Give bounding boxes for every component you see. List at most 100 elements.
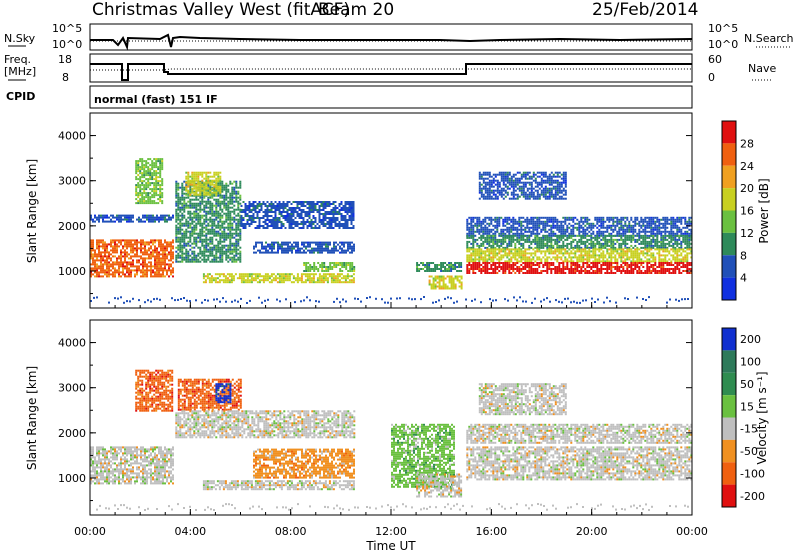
data-cell (444, 268, 447, 270)
data-cell (118, 265, 120, 268)
data-cell (550, 226, 553, 229)
data-cell (502, 230, 505, 233)
data-cell (157, 182, 160, 185)
data-cell (336, 279, 339, 282)
data-cell (588, 230, 591, 233)
data-cell (147, 192, 150, 195)
data-cell (166, 273, 168, 276)
data-cell (106, 220, 108, 223)
data-cell (266, 215, 269, 217)
data-cell (256, 207, 259, 209)
data-cell (128, 261, 130, 264)
data-cell (444, 283, 447, 286)
data-cell (314, 273, 317, 276)
data-cell (203, 185, 206, 188)
data-cell (312, 221, 315, 223)
data-cell (350, 203, 353, 205)
data-cell (568, 218, 571, 221)
data-cell (136, 251, 138, 254)
data-cell (142, 216, 144, 219)
data-cell (486, 248, 489, 251)
data-cell (510, 218, 513, 221)
data-cell (642, 236, 645, 239)
data-cell (484, 220, 487, 223)
data-cell (514, 218, 517, 221)
nsky-label: N.Sky (4, 32, 36, 45)
data-cell (160, 259, 162, 262)
data-cell (211, 212, 214, 215)
data-cell (334, 209, 337, 211)
data-cell (141, 168, 144, 171)
data-cell (110, 241, 112, 244)
data-cell (231, 244, 234, 247)
data-cell (189, 224, 192, 227)
data-cell (225, 204, 228, 207)
data-cell (654, 226, 657, 229)
data-cell (158, 255, 160, 258)
data-cell (141, 202, 144, 205)
data-cell (348, 227, 351, 229)
data-cell (146, 265, 148, 268)
data-cell (686, 236, 689, 239)
data-cell (476, 248, 479, 251)
data-cell (185, 248, 188, 251)
data-cell (582, 216, 585, 219)
data-cell (128, 239, 130, 242)
data-cell (342, 281, 345, 284)
data-cell (325, 270, 328, 272)
data-cell (690, 246, 693, 249)
data-cell (333, 241, 335, 244)
data-cell (572, 238, 575, 241)
data-cell (239, 260, 242, 263)
data-cell (544, 244, 547, 247)
data-cell (542, 222, 545, 225)
data-cell (638, 222, 641, 225)
data-cell (440, 275, 443, 278)
data-cell (448, 281, 451, 284)
data-cell (122, 239, 124, 242)
data-cell (550, 238, 553, 241)
data-cell (136, 267, 138, 270)
data-cell (550, 240, 553, 243)
data-cell (348, 211, 351, 213)
data-cell (229, 206, 232, 209)
data-cell (532, 224, 535, 227)
data-cell (544, 238, 547, 241)
data-cell (298, 279, 301, 282)
data-cell (201, 258, 204, 261)
data-cell (149, 174, 152, 177)
data-cell (195, 240, 198, 243)
data-cell (235, 240, 238, 243)
data-cell (672, 232, 675, 235)
data-cell (90, 271, 92, 274)
data-cell (644, 230, 647, 233)
data-cell (211, 191, 214, 194)
data-cell (175, 256, 178, 259)
data-cell (652, 234, 655, 237)
data-cell (556, 222, 559, 225)
data-cell (310, 281, 313, 284)
data-cell (185, 181, 188, 184)
data-cell (177, 186, 180, 189)
data-cell (684, 216, 687, 219)
data-cell (536, 244, 539, 247)
data-cell (150, 255, 152, 258)
data-cell (266, 275, 269, 278)
data-cell (478, 256, 481, 259)
data-cell (143, 198, 146, 201)
data-cell (209, 183, 212, 186)
data-cell (446, 268, 449, 270)
data-cell (112, 220, 114, 223)
data-cell (520, 222, 523, 225)
data-cell (114, 261, 116, 264)
data-cell (646, 220, 649, 223)
data-cell (310, 209, 313, 211)
data-cell (215, 216, 218, 219)
data-cell (288, 201, 291, 203)
data-cell (315, 243, 317, 246)
data-cell (506, 228, 509, 231)
data-cell (242, 225, 245, 227)
data-cell (149, 202, 152, 205)
data-cell (191, 256, 194, 259)
data-cell (634, 238, 637, 241)
